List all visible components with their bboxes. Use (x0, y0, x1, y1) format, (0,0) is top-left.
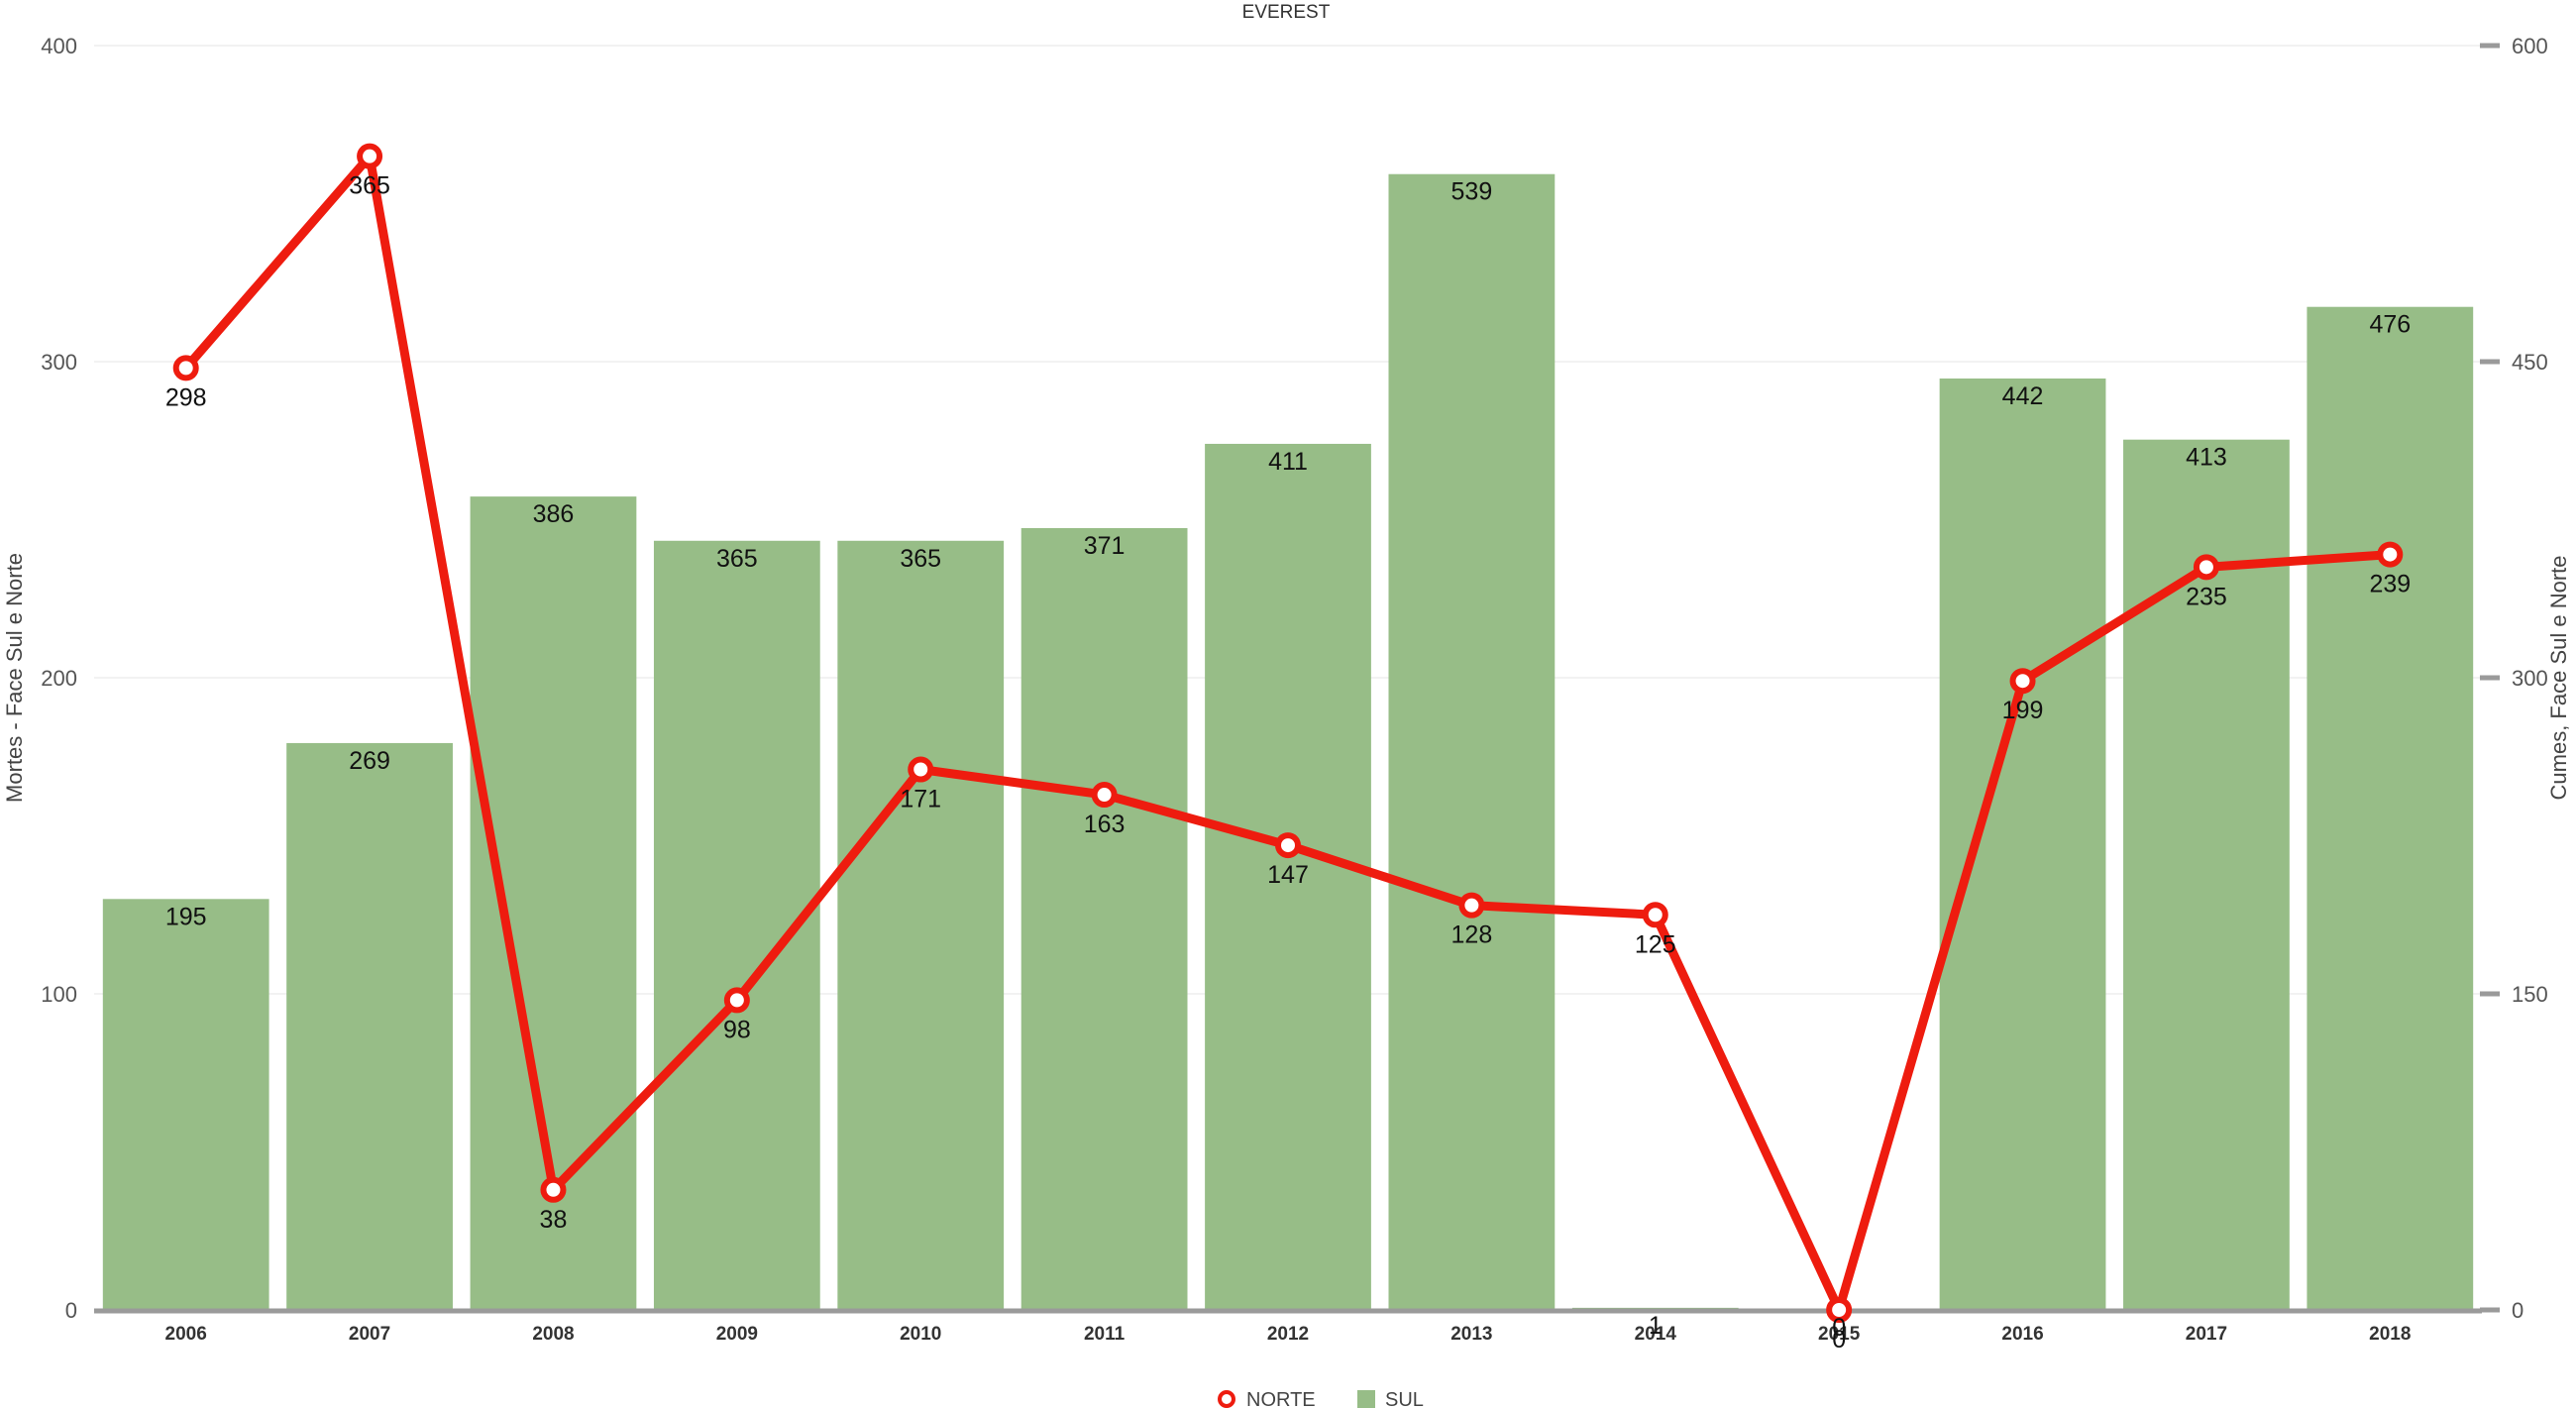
line-value-label: 0 (1832, 1326, 1846, 1354)
left-tick-label: 300 (41, 350, 77, 375)
right-tick-label: 150 (2512, 982, 2548, 1007)
line-value-label: 38 (540, 1206, 568, 1234)
legend-sul-label: SUL (1385, 1389, 1424, 1409)
bar-value-label: 269 (349, 747, 390, 775)
line-value-label: 199 (2002, 697, 2044, 724)
point-norte-2015[interactable] (1826, 1297, 1853, 1323)
right-axis-title: Cumes, Face Sul e Norte (2546, 556, 2571, 801)
bar-value-label: 442 (2002, 382, 2044, 410)
category-label: 2012 (1267, 1324, 1309, 1345)
category-label: 2009 (716, 1324, 758, 1345)
legend-item-sul[interactable]: SUL (1357, 1389, 1424, 1409)
category-label: 2013 (1450, 1324, 1492, 1345)
bar-value-label: 195 (165, 903, 207, 930)
line-value-label: 365 (349, 172, 390, 200)
legend-norte-label: NORTE (1246, 1389, 1316, 1409)
bars-layer (102, 173, 2474, 1311)
bar-value-label: 476 (2369, 311, 2411, 339)
left-axis-title: Mortes - Face Sul e Norte (2, 553, 27, 803)
bar-value-label: 386 (533, 500, 575, 528)
left-tick-label: 200 (41, 666, 77, 691)
legend: NORTE SUL (1218, 1389, 1424, 1409)
bar-value-label: 539 (1451, 178, 1493, 206)
right-tick-label: 450 (2512, 350, 2548, 375)
category-label: 2010 (900, 1324, 941, 1345)
category-label: 2016 (2001, 1324, 2043, 1345)
category-label: 2008 (532, 1324, 574, 1345)
point-norte-2012[interactable] (1275, 832, 1301, 859)
point-norte-2016[interactable] (2009, 668, 2036, 695)
right-tick-label: 600 (2512, 34, 2548, 58)
point-norte-2013[interactable] (1458, 892, 1485, 919)
category-label: 2015 (1818, 1324, 1861, 1345)
point-norte-2010[interactable] (908, 756, 934, 783)
bar-value-label: 371 (1084, 532, 1126, 560)
line-value-label: 298 (165, 383, 207, 411)
bar-sul-2010[interactable] (837, 540, 1005, 1310)
line-value-label: 147 (1267, 861, 1309, 889)
category-label: 2014 (1635, 1324, 1677, 1345)
line-value-label: 98 (723, 1016, 751, 1043)
bar-value-label: 0 (1832, 1314, 1846, 1342)
right-tick-label: 0 (2512, 1298, 2523, 1323)
point-norte-2018[interactable] (2377, 541, 2404, 568)
category-label: 2006 (165, 1324, 207, 1345)
legend-norte-marker (1218, 1390, 1235, 1408)
bar-sul-2013[interactable] (1388, 173, 1556, 1310)
line-value-label: 171 (900, 786, 941, 813)
line-value-label: 128 (1451, 921, 1493, 949)
left-tick-label: 400 (41, 34, 77, 58)
bar-value-label: 365 (900, 545, 941, 573)
bar-value-label: 411 (1268, 448, 1308, 476)
bar-sul-2018[interactable] (2307, 306, 2474, 1310)
point-norte-2007[interactable] (357, 143, 383, 169)
point-norte-2006[interactable] (172, 355, 199, 381)
chart-title: EVEREST (1242, 2, 1331, 23)
bar-sul-2011[interactable] (1020, 528, 1188, 1310)
left-tick-label: 0 (65, 1298, 77, 1323)
category-label: 2018 (2369, 1324, 2411, 1345)
left-tick-label: 100 (41, 982, 77, 1007)
point-norte-2008[interactable] (540, 1176, 567, 1203)
line-value-label: 163 (1084, 811, 1126, 838)
bar-sul-2017[interactable] (2123, 439, 2290, 1311)
legend-sul-swatch (1357, 1390, 1375, 1408)
point-norte-2009[interactable] (723, 987, 750, 1014)
bar-value-label: 365 (716, 545, 758, 573)
bar-sul-2012[interactable] (1205, 443, 1371, 1310)
point-norte-2011[interactable] (1091, 782, 1118, 809)
bar-sul-2006[interactable] (102, 899, 269, 1310)
axes-layer: 0 100 200 300 400 0 150 300 450 600 2006 2007 2008 20… (41, 34, 2547, 1345)
bar-sul-2007[interactable] (286, 742, 453, 1310)
right-tick-label: 300 (2512, 666, 2548, 691)
legend-item-norte[interactable]: NORTE (1218, 1389, 1316, 1409)
bar-value-label: 1 (1649, 1312, 1663, 1340)
line-value-label: 125 (1635, 930, 1676, 958)
bar-sul-2016[interactable] (1939, 379, 2106, 1311)
category-label: 2007 (349, 1324, 390, 1345)
category-label: 2011 (1084, 1324, 1126, 1345)
point-norte-2014[interactable] (1642, 902, 1668, 928)
line-value-label: 235 (2186, 583, 2227, 610)
labels-layer: 195 269 386 365 365 371 411 539 1 0 442 413 476 298 36… (165, 172, 2411, 1354)
line-layer (172, 143, 2404, 1323)
bar-value-label: 413 (2186, 444, 2227, 472)
point-norte-2017[interactable] (2193, 554, 2219, 581)
category-label: 2017 (2186, 1324, 2227, 1345)
line-value-label: 239 (2369, 571, 2411, 598)
